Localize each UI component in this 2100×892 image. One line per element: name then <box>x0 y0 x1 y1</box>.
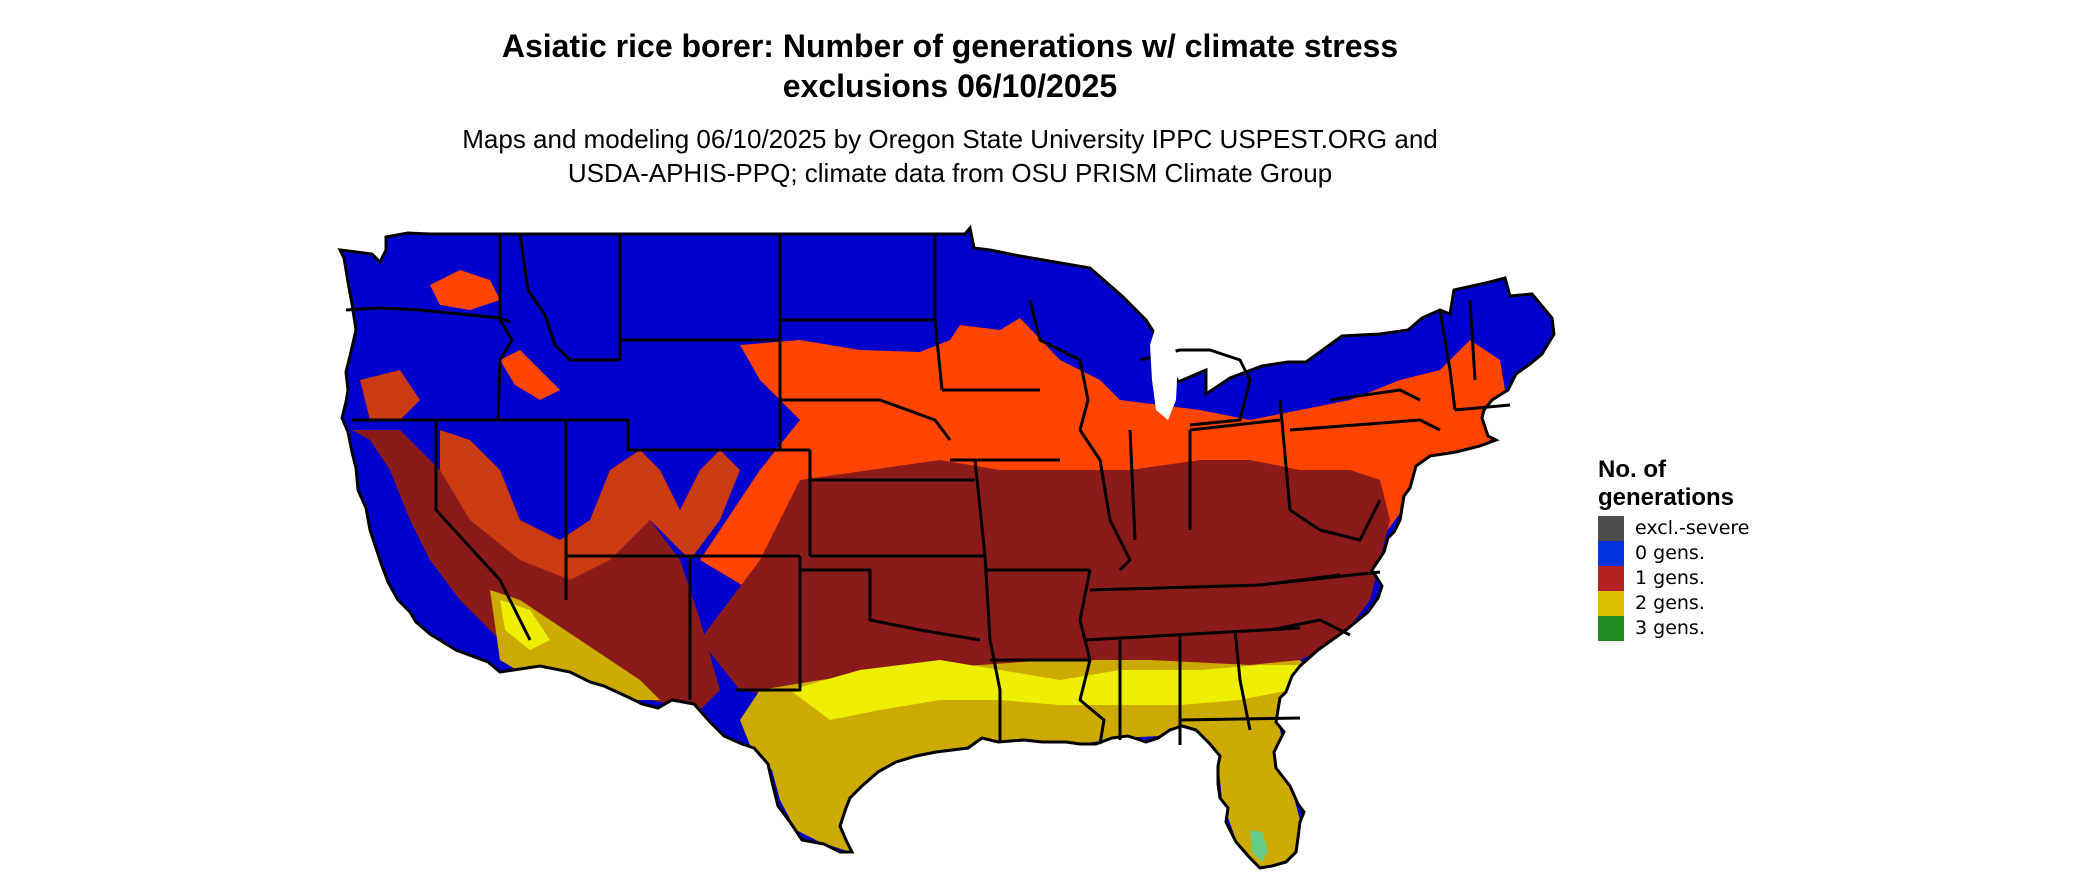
legend-item-2-gens: 2 gens. <box>1598 591 1838 616</box>
legend: No. of generations excl.-severe 0 gens. … <box>1598 456 1838 641</box>
legend-swatch-3-gens <box>1598 616 1624 641</box>
legend-label-1-gens: 1 gens. <box>1635 567 1705 589</box>
zone-two-gens-sw-bright <box>500 600 550 650</box>
legend-item-0-gens: 0 gens. <box>1598 541 1838 566</box>
legend-label-0-gens: 0 gens. <box>1635 542 1705 564</box>
legend-title-line-1: No. of <box>1598 456 1666 483</box>
zone-three-gens-fl <box>1250 830 1268 862</box>
zone-two-gens-bright <box>790 660 1300 720</box>
legend-items: excl.-severe 0 gens. 1 gens. 2 gens. 3 g… <box>1598 516 1838 641</box>
legend-label-3-gens: 3 gens. <box>1635 617 1705 639</box>
zone-one-gen-patch-id <box>500 350 560 400</box>
map-subtitle-line-2: USDA-APHIS-PPQ; climate data from OSU PR… <box>567 158 1333 188</box>
legend-item-excl-severe: excl.-severe <box>1598 516 1838 541</box>
map-subtitle-line-1: Maps and modeling 06/10/2025 by Oregon S… <box>462 124 1438 154</box>
legend-label-excl-severe: excl.-severe <box>1635 517 1750 539</box>
zone-one-gen-dark <box>700 460 1390 720</box>
lake-michigan <box>1150 320 1178 420</box>
zone-one-gen-patch-or <box>360 370 420 420</box>
legend-item-1-gens: 1 gens. <box>1598 566 1838 591</box>
zone-two-gens <box>740 660 1310 866</box>
legend-swatch-1-gens <box>1598 566 1624 591</box>
legend-swatch-excl-severe <box>1598 516 1624 541</box>
state-boundaries <box>345 233 1511 745</box>
map-title-line-1: Asiatic rice borer: Number of generation… <box>501 28 1399 64</box>
zone-one-gen-west-light <box>440 430 740 580</box>
zone-one-gen-west <box>352 430 720 710</box>
legend-title-line-2: generations <box>1598 484 1735 511</box>
legend-label-2-gens: 2 gens. <box>1635 592 1705 614</box>
us-outline <box>337 224 1556 870</box>
legend-swatch-2-gens <box>1598 591 1624 616</box>
zone-three-gens-tx <box>860 780 890 836</box>
zone-one-gen-patch-nw <box>430 270 500 310</box>
legend-swatch-0-gens <box>1598 541 1624 566</box>
map-title-line-2: exclusions 06/10/2025 <box>782 68 1118 104</box>
legend-item-3-gens: 3 gens. <box>1598 616 1838 641</box>
